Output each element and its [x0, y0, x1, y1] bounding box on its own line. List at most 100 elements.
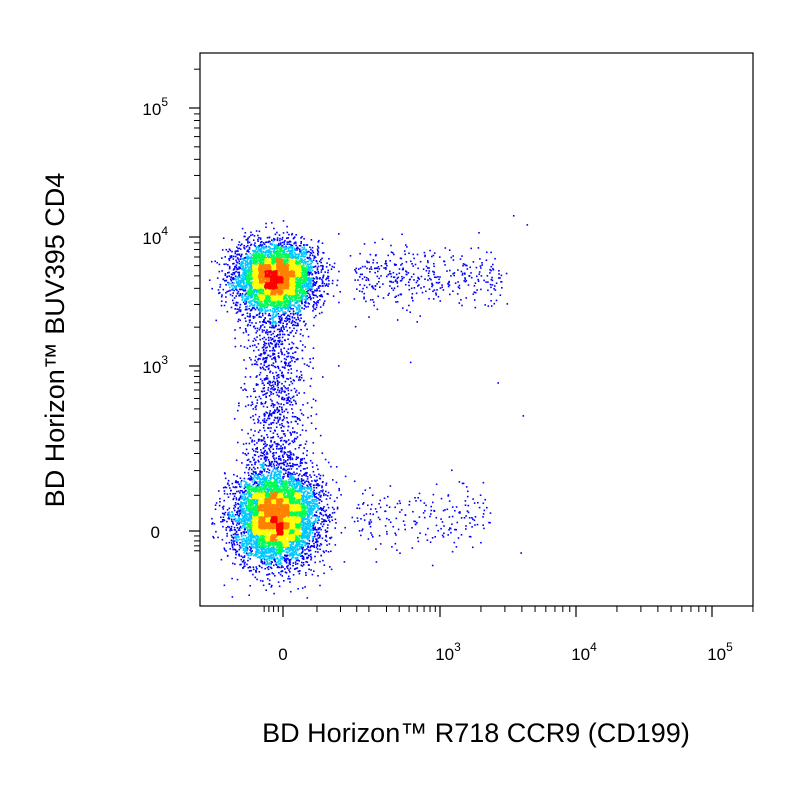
event-dot — [238, 554, 241, 557]
event-dot — [322, 509, 325, 512]
event-dot — [222, 519, 225, 521]
event-dot — [310, 377, 313, 380]
event-dot — [236, 475, 238, 477]
event-dot — [317, 505, 320, 507]
event-dot — [276, 557, 278, 560]
event-dot — [433, 509, 435, 512]
event-dot — [294, 391, 297, 393]
event-dot — [236, 289, 238, 291]
event-dot — [274, 404, 276, 406]
event-dot — [226, 520, 228, 523]
event-dot — [285, 572, 288, 574]
event-dot — [263, 413, 265, 416]
event-dot — [308, 303, 310, 305]
event-dot — [265, 476, 268, 479]
event-dot — [296, 547, 298, 549]
event-dot — [284, 386, 286, 389]
event-dot — [308, 550, 310, 552]
event-dot — [246, 244, 249, 247]
event-dot — [256, 478, 259, 480]
event-dot — [233, 262, 235, 265]
event-dot — [332, 295, 335, 297]
event-dot — [301, 246, 304, 249]
event-dot — [474, 282, 477, 284]
event-dot — [280, 319, 283, 321]
event-dot — [284, 362, 286, 364]
event-dot — [255, 569, 257, 572]
event-dot — [292, 463, 294, 465]
event-dot — [304, 295, 306, 297]
event-dot — [309, 546, 311, 549]
event-dot — [336, 508, 339, 510]
event-dot — [285, 247, 287, 250]
event-dot — [280, 326, 283, 329]
event-dot — [296, 567, 299, 569]
event-dot — [394, 280, 397, 283]
event-dot — [369, 525, 372, 528]
event-dot — [437, 276, 439, 278]
event-dot — [413, 520, 415, 523]
event-dot — [227, 272, 229, 274]
event-dot — [266, 306, 269, 308]
event-dot — [399, 552, 401, 554]
event-dot — [293, 476, 295, 479]
event-dot — [327, 293, 329, 295]
event-dot — [235, 459, 238, 462]
event-dot — [230, 279, 233, 282]
event-dot — [252, 315, 254, 318]
event-dot — [382, 283, 384, 285]
event-dot — [228, 267, 231, 270]
event-dot — [303, 252, 306, 255]
event-dot — [311, 500, 314, 503]
event-dot — [291, 404, 294, 406]
event-dot — [293, 431, 296, 434]
event-dot — [226, 493, 229, 495]
event-dot — [227, 482, 229, 484]
event-dot — [408, 504, 411, 506]
event-dot — [302, 536, 305, 539]
event-dot — [275, 322, 278, 325]
event-dot — [478, 273, 480, 275]
event-dot — [245, 483, 248, 485]
event-dot — [477, 247, 480, 249]
event-dot — [299, 409, 302, 411]
event-dot — [458, 287, 461, 290]
event-dot — [292, 427, 294, 429]
event-dot — [250, 550, 252, 553]
event-dot — [387, 273, 390, 276]
event-dot — [295, 484, 298, 487]
event-dot — [276, 433, 279, 436]
event-dot — [274, 238, 276, 241]
event-dot — [266, 406, 269, 408]
event-dot — [241, 498, 243, 500]
event-dot — [451, 469, 453, 472]
event-dot — [276, 314, 278, 317]
event-dot — [245, 526, 247, 529]
event-dot — [258, 555, 260, 558]
event-dot — [240, 503, 242, 506]
event-dot — [406, 309, 408, 312]
event-dot — [231, 543, 234, 546]
event-dot — [446, 508, 449, 511]
event-dot — [237, 282, 239, 284]
event-dot — [368, 521, 371, 523]
event-dot — [389, 270, 391, 273]
event-dot — [295, 346, 298, 349]
event-dot — [296, 311, 298, 314]
event-dot — [282, 376, 285, 379]
event-dot — [304, 501, 307, 504]
event-dot — [235, 270, 237, 273]
event-dot — [258, 564, 261, 567]
event-dot — [400, 293, 403, 296]
event-dot — [441, 284, 443, 286]
event-dot — [268, 583, 270, 585]
event-dot — [286, 250, 288, 253]
event-dot — [314, 265, 317, 267]
event-dot — [254, 537, 257, 539]
event-dot — [487, 305, 490, 307]
event-dot — [305, 480, 308, 482]
event-dot — [309, 509, 311, 511]
event-dot — [225, 279, 228, 282]
event-dot — [289, 482, 292, 485]
event-dot — [277, 552, 279, 555]
